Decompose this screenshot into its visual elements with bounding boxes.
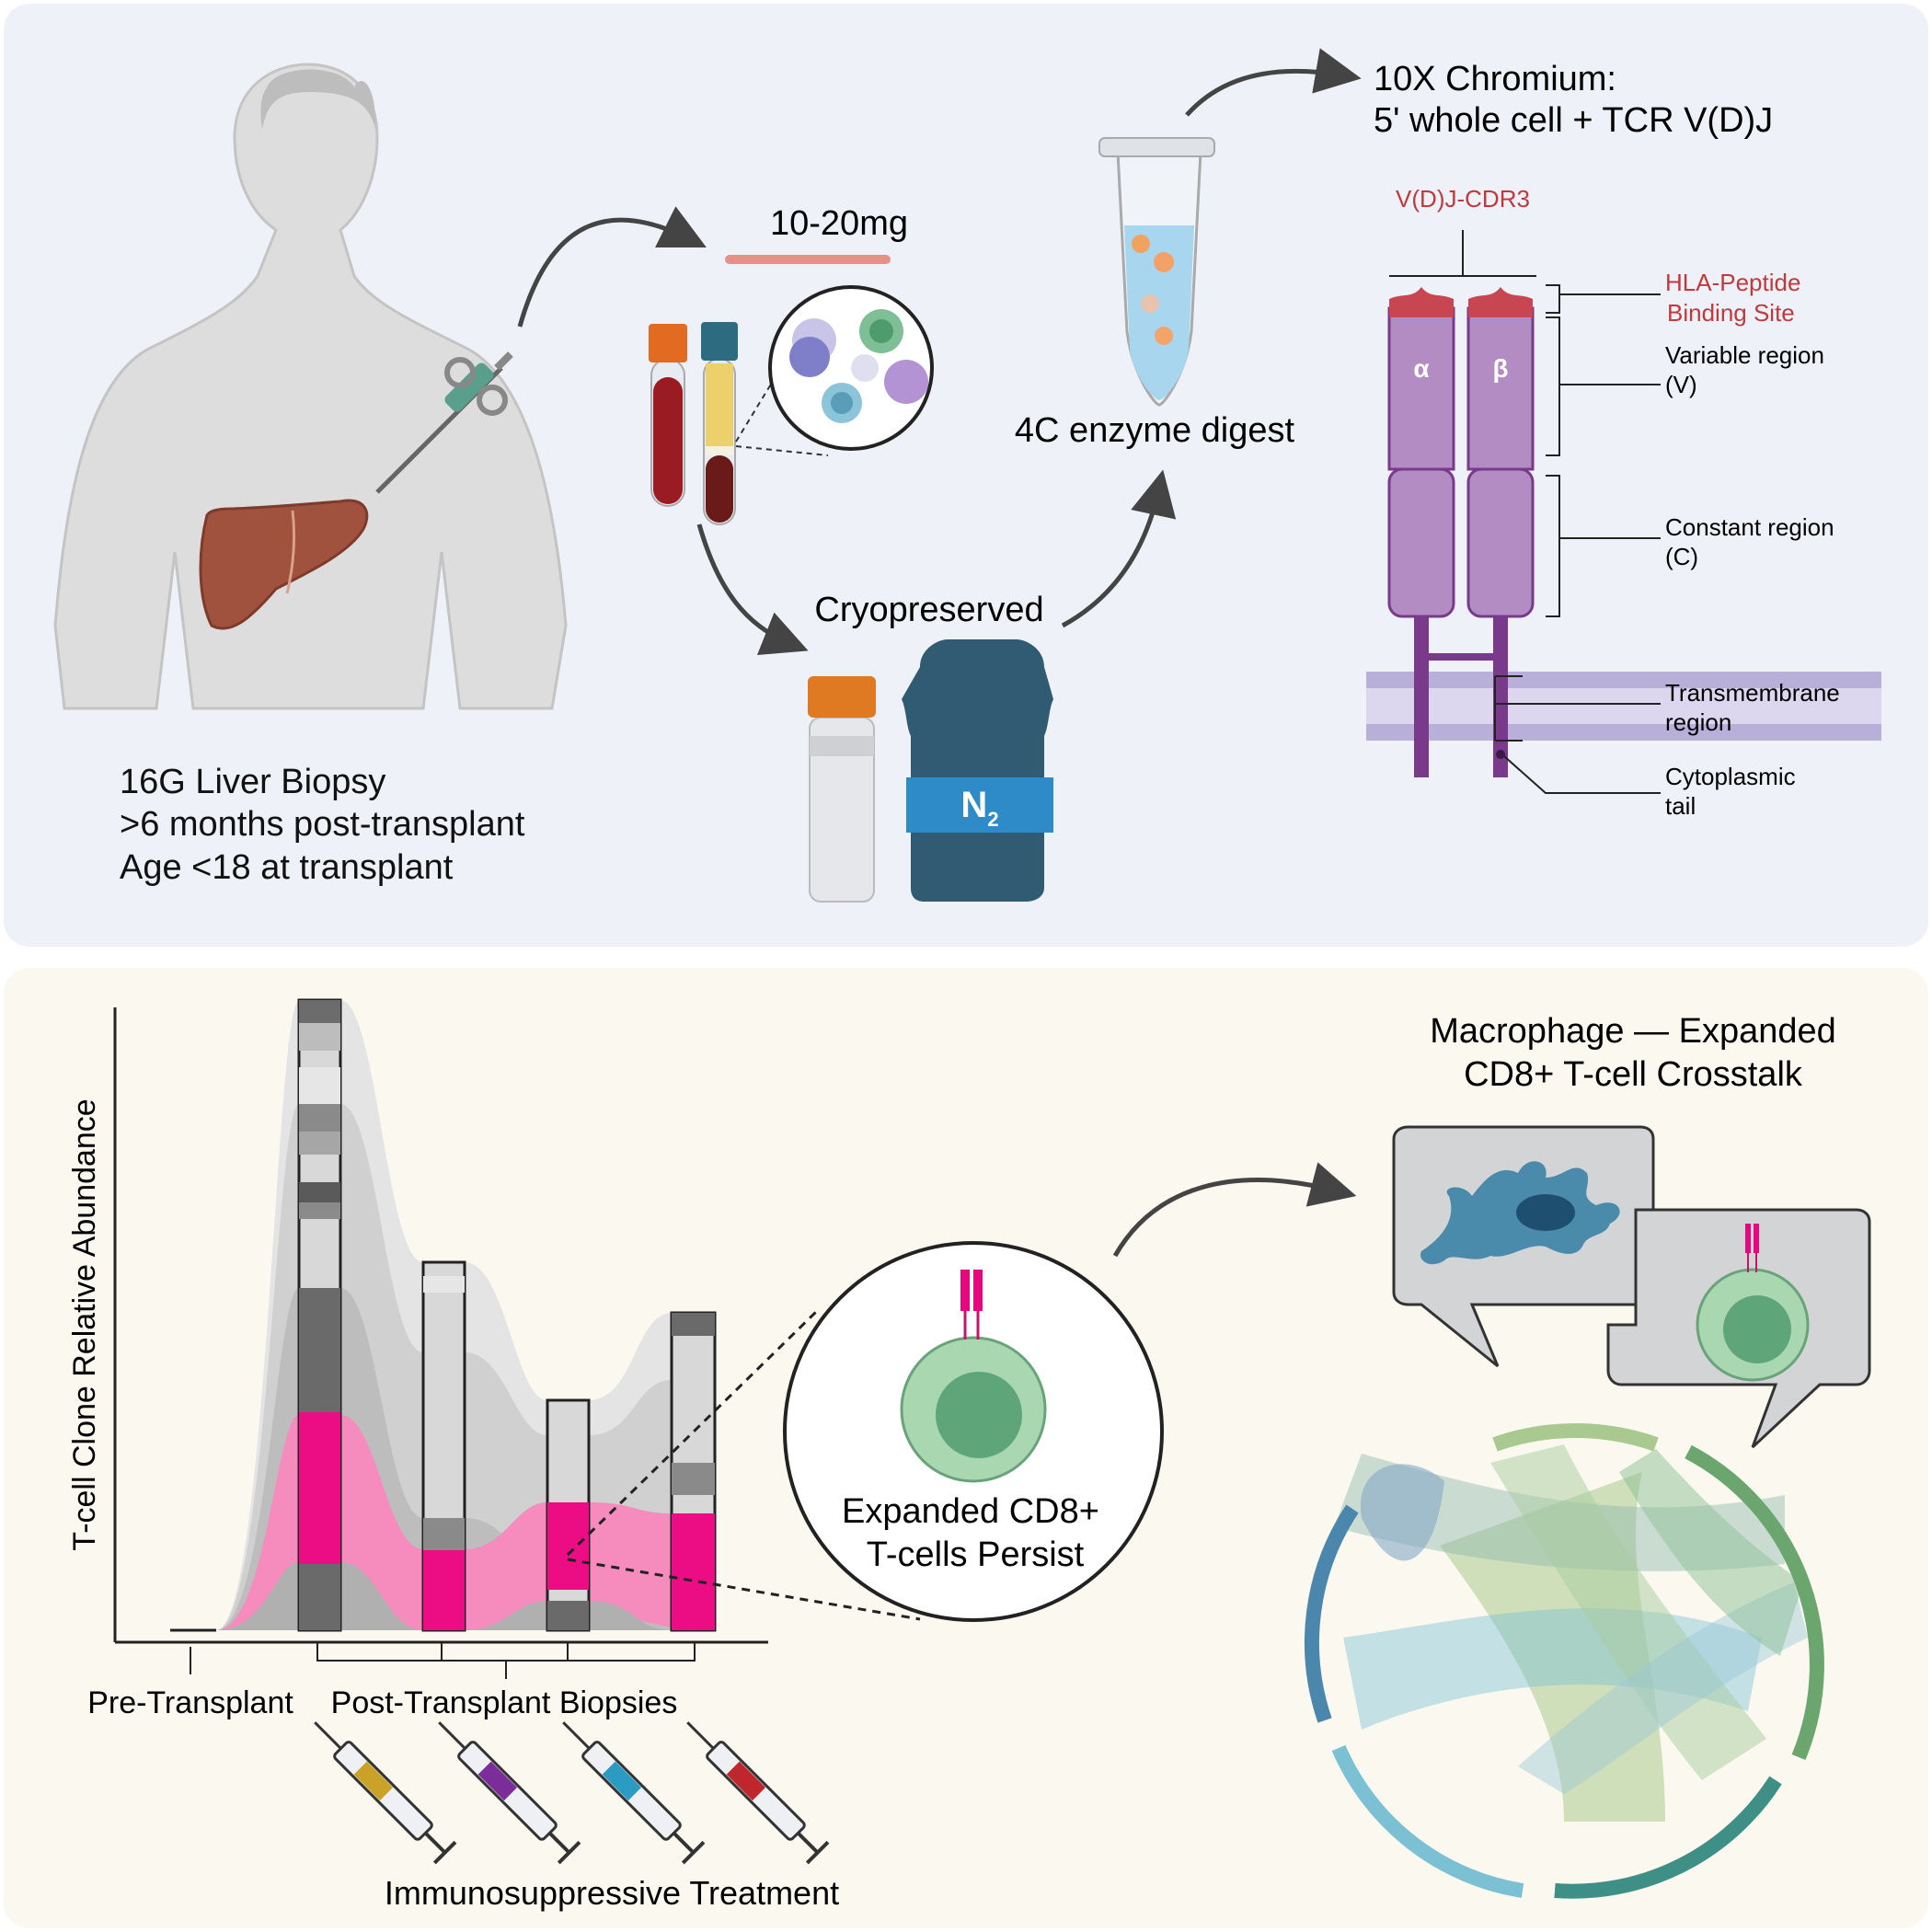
alpha-chain-label: α [1413,354,1429,383]
post-transplant-label: Post-Transplant Biopsies [331,1685,678,1720]
constant-label: Constant region [1665,513,1834,541]
biopsy-bar [546,1398,591,1632]
chromium-line: 10X Chromium: [1374,60,1616,98]
beta-chain-label: β [1492,354,1508,383]
arrow-to-digest [1061,469,1177,628]
tcr-diagram: V(D)J-CDR3 α β HLA-Peptide Binding Site … [1366,185,1881,820]
biopsy-bar [670,1311,717,1632]
syringe-icon [438,1721,581,1865]
microtube-icon [1098,137,1215,407]
cytoplasmic-label: tail [1665,792,1696,820]
hla-label: HLA-Peptide [1665,269,1800,296]
blood-cells-zoom [768,285,934,451]
arrow-to-chromium [1185,48,1362,117]
biopsy-needle-icon [375,351,513,494]
crosstalk-line: Macrophage — Expanded [1430,1012,1836,1051]
blood-tube-red [649,324,687,507]
digest-label: 4C enzyme digest [1015,411,1295,450]
biopsy-text: 16G Liver Biopsy >6 months post-transpla… [120,763,525,887]
arrow-to-sample [517,206,707,328]
patient-figure [53,63,568,710]
blood-tube-separated [701,322,738,525]
arrow-to-crosstalk [1112,1162,1357,1258]
biopsy-line: Age <18 at transplant [120,848,454,887]
biopsy-bar [421,1260,466,1632]
crosstalk-line: CD8+ T-cell Crosstalk [1464,1055,1803,1094]
persist-line: T-cells Persist [867,1535,1085,1574]
expanded-cd8-zoom: Expanded CD8+ T-cells Persist [783,1241,1164,1622]
macrophage-bubble [1392,1125,1655,1368]
chromium-line: 5' whole cell + TCR V(D)J [1374,101,1773,140]
constant-label: (C) [1665,543,1698,570]
biopsy-bar [297,998,342,1632]
chromium-text: 10X Chromium: 5' whole cell + TCR V(D)J [1374,60,1773,140]
crosstalk-title: Macrophage — Expanded CD8+ T-cell Crosst… [1430,1012,1836,1094]
n2-label: N2 [960,785,998,831]
variable-label: Variable region [1665,341,1824,369]
persist-line: Expanded CD8+ [842,1492,1099,1531]
tissue-sample [725,255,891,264]
nitrogen-dewar-icon: N2 [902,639,1053,902]
cryo-vial-icon [808,676,876,903]
cryo-label: Cryopreserved [814,591,1043,629]
cytoplasmic-label: Cytoplasmic [1665,763,1796,790]
treatment-label: Immunosuppressive Treatment [385,1874,839,1912]
liver-icon [199,499,369,630]
syringe-icon [562,1721,706,1865]
syringe-icon [314,1721,457,1865]
y-axis-label: T-cell Clone Relative Abundance [67,1098,102,1550]
arrow-to-cryo [696,523,809,656]
chord-diagram [1305,1422,1824,1899]
sample-mass-label: 10-20mg [770,204,908,243]
pre-transplant-label: Pre-Transplant [87,1685,293,1720]
biopsy-line: >6 months post-transplant [120,805,525,844]
tcell-bubble [1606,1208,1871,1449]
clone-abundance-plot: T-cell Clone Relative Abundance [67,998,768,1720]
variable-label: (V) [1665,371,1697,398]
transmembrane-label: Transmembrane [1665,679,1840,707]
transmembrane-label: region [1665,708,1731,736]
syringe-icon [686,1721,830,1865]
cdr3-label: V(D)J-CDR3 [1396,185,1530,213]
hla-label: Binding Site [1667,299,1795,327]
biopsy-line: 16G Liver Biopsy [120,763,385,801]
